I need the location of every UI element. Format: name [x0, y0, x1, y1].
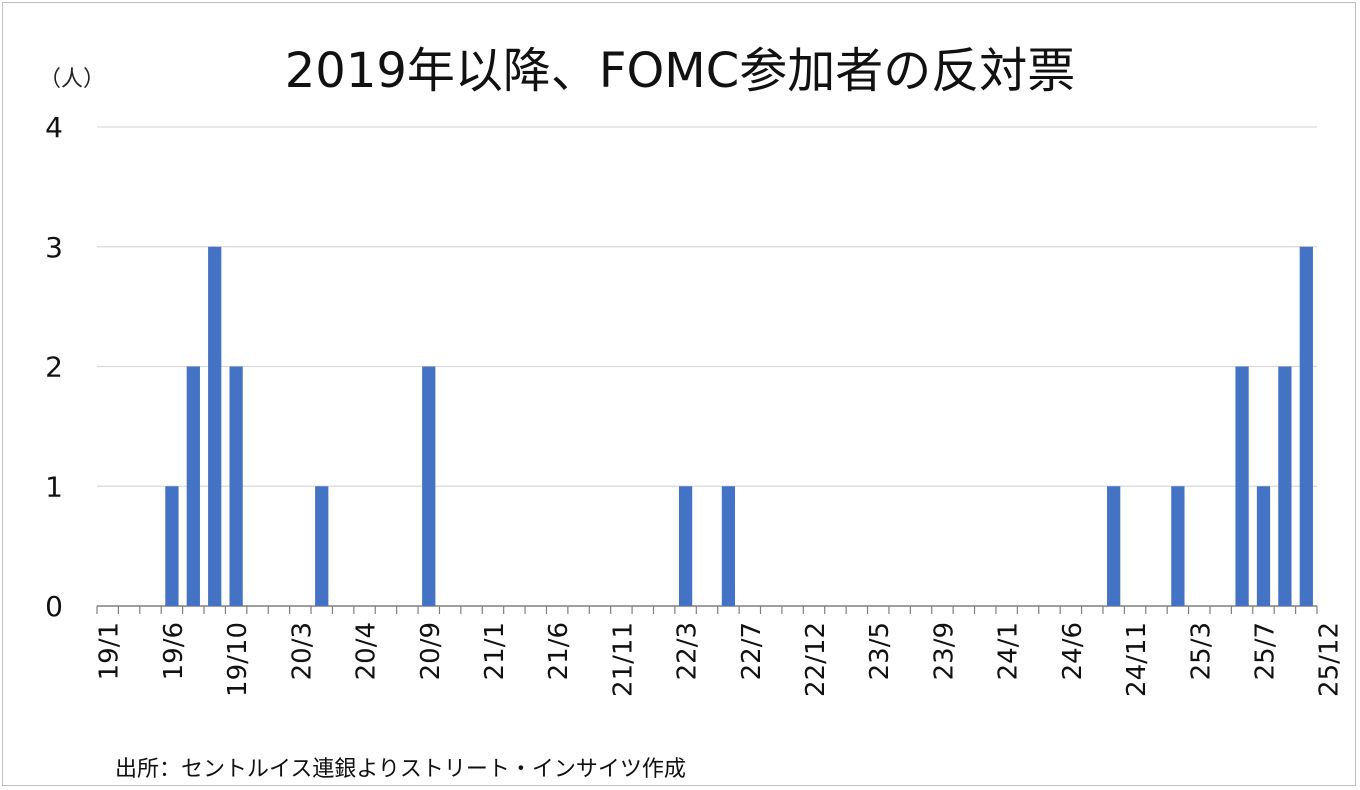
- x-tick-label: 21/6: [544, 622, 574, 680]
- bar-19-7: [186, 366, 200, 606]
- y-tick-label: 1: [45, 470, 63, 503]
- bar-25-12: [1299, 246, 1313, 606]
- x-tick-label: 21/1: [480, 622, 510, 680]
- x-tick-label: 24/6: [1058, 622, 1088, 680]
- bar-25-7: [1235, 366, 1249, 606]
- x-tick-label: 22/12: [801, 622, 831, 697]
- x-tick-label: 22/3: [673, 622, 703, 680]
- x-tick-label: 24/11: [1122, 622, 1152, 697]
- bar-22-7: [721, 486, 736, 606]
- x-tick-label: 23/5: [865, 622, 895, 680]
- x-tick-label: 25/3: [1186, 622, 1216, 680]
- bar-22-5: [678, 486, 693, 606]
- bar-19-10: [229, 366, 243, 606]
- chart-plot: 0 1 2 3 4 19/1 19/6 19/10 20/3 20/4 20/9 21/1 21/6 21…: [45, 111, 1345, 697]
- x-tick-label: 19/6: [159, 622, 189, 680]
- bar-20-11: [422, 366, 436, 606]
- chart-title: 2019年以降、FOMC参加者の反対票: [284, 43, 1076, 99]
- bar-25-9: [1256, 486, 1271, 606]
- bar-20-3b: [315, 486, 329, 606]
- bar-24-11: [1107, 486, 1121, 606]
- x-tick-label: 20/9: [416, 622, 446, 680]
- x-tick-label: 19/1: [95, 622, 125, 680]
- bar-25-3: [1171, 486, 1185, 606]
- bar-19-9: [208, 246, 222, 606]
- bar-19-6: [165, 486, 179, 606]
- x-tick-label: 24/1: [994, 622, 1024, 680]
- y-tick-label: 0: [45, 590, 63, 623]
- y-tick-label: 2: [45, 351, 63, 384]
- source-note: 出所：セントルイス連銀よりストリート・インサイツ作成: [115, 757, 686, 782]
- x-tick-label: 22/7: [737, 622, 767, 680]
- y-tick-label: 3: [45, 231, 63, 264]
- x-tick-label: 25/7: [1250, 622, 1280, 680]
- y-tick-label: 4: [45, 111, 63, 144]
- x-tick-label: 21/11: [608, 622, 638, 697]
- x-tick-label: 19/10: [223, 622, 253, 697]
- x-tick-label: 20/3: [287, 622, 317, 680]
- x-tick-label: 23/9: [929, 622, 959, 680]
- x-tick-label: 20/4: [352, 622, 382, 680]
- y-axis-unit-label: （人）: [39, 67, 106, 92]
- bar-25-10: [1278, 366, 1292, 606]
- x-tick-label: 25/12: [1315, 622, 1345, 697]
